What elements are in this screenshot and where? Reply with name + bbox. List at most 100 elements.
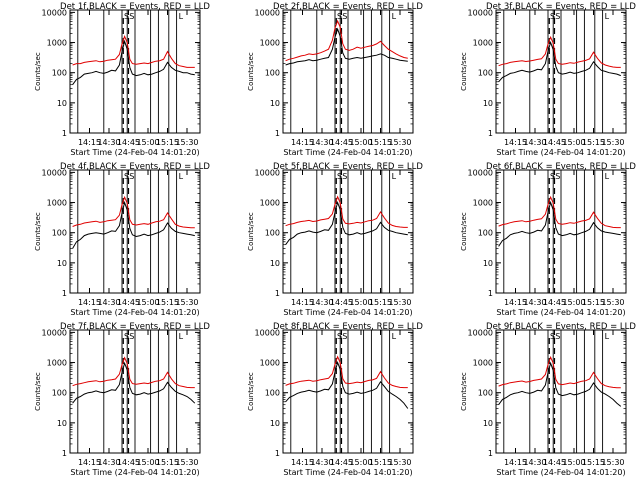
x-tick-label: 14:30: [523, 458, 546, 467]
marker-label: S: [129, 12, 134, 21]
y-tick-label: 100: [265, 389, 280, 398]
x-tick-label: 15:30: [175, 298, 198, 307]
y-axis-label: Counts/sec: [247, 212, 255, 251]
lld-series-line: [285, 195, 408, 228]
y-axis-label: Counts/sec: [460, 52, 468, 91]
y-tick-label: 10000: [42, 168, 67, 177]
x-axis-label: Start Time (24-Feb-04 14:01:20): [70, 148, 199, 157]
x-tick-label: 14:45: [330, 458, 353, 467]
marker-label: L: [392, 172, 397, 181]
y-tick-label: 1000: [473, 199, 493, 208]
lld-series-line: [498, 355, 621, 389]
marker-label: S: [124, 332, 129, 341]
detector-panel-4: 1 10 100 1000 10000 14:1514:3014:4515:0015:15…: [34, 162, 210, 317]
x-tick-label: 14:15: [504, 458, 527, 467]
x-tick-label: 15:30: [388, 138, 411, 147]
lld-series-line: [498, 35, 621, 68]
panel-title: Det 7f,BLACK = Events, RED = LLD: [60, 322, 210, 332]
events-series-line: [72, 39, 195, 85]
marker-label: L: [179, 172, 184, 181]
events-series-line: [498, 361, 622, 407]
y-tick-label: 10: [57, 99, 67, 108]
y-tick-label: 1: [275, 129, 280, 138]
y-tick-label: 10: [270, 99, 280, 108]
marker-label: L: [605, 172, 610, 181]
x-axis-label: Start Time (24-Feb-04 14:01:20): [70, 468, 199, 477]
y-axis-label: Counts/sec: [247, 372, 255, 411]
x-tick-label: 15:30: [601, 138, 624, 147]
panel-title: Det 9f,BLACK = Events, RED = LLD: [486, 322, 636, 332]
x-tick-label: 14:30: [523, 138, 546, 147]
x-tick-label: 14:45: [543, 458, 566, 467]
marker-label: S: [550, 172, 555, 181]
x-tick-label: 15:30: [388, 298, 411, 307]
events-series-line: [285, 200, 408, 245]
detector-panel-2: 1 10 100 1000 10000 14:1514:3014:4515:0015:15…: [247, 2, 423, 157]
y-tick-label: 10: [270, 259, 280, 268]
y-tick-label: 1000: [47, 199, 67, 208]
y-tick-label: 1000: [473, 359, 493, 368]
y-tick-label: 1000: [260, 359, 280, 368]
marker-label: S: [124, 12, 129, 21]
events-series-line: [72, 200, 195, 249]
y-tick-label: 1: [275, 289, 280, 298]
lld-series-line: [285, 355, 408, 389]
y-axis-label: Counts/sec: [34, 52, 42, 91]
x-tick-label: 15:30: [601, 298, 624, 307]
lld-series-line: [285, 19, 408, 62]
x-tick-label: 14:15: [78, 298, 101, 307]
y-tick-label: 1000: [47, 39, 67, 48]
y-tick-label: 10000: [468, 168, 493, 177]
y-tick-label: 100: [478, 389, 493, 398]
events-series-line: [72, 361, 196, 404]
x-tick-label: 15:15: [582, 298, 605, 307]
x-tick-label: 15:00: [562, 458, 585, 467]
y-tick-label: 10000: [255, 328, 280, 337]
x-tick-label: 15:00: [349, 298, 372, 307]
x-axis-label: Start Time (24-Feb-04 14:01:20): [283, 468, 412, 477]
detector-panel-3: 1 10 100 1000 10000 14:1514:3014:4515:0015:15…: [460, 2, 636, 157]
marker-label: S: [342, 332, 347, 341]
x-tick-label: 14:45: [117, 458, 140, 467]
x-tick-label: 14:45: [543, 298, 566, 307]
x-tick-label: 14:15: [78, 138, 101, 147]
marker-label: S: [550, 332, 555, 341]
detector-panel-8: 1 10 100 1000 10000 14:1514:3014:4515:0015:15…: [247, 322, 423, 477]
y-tick-label: 10000: [255, 8, 280, 17]
x-tick-label: 15:00: [562, 298, 585, 307]
x-tick-label: 15:15: [369, 298, 392, 307]
marker-label: L: [392, 12, 397, 21]
x-axis-label: Start Time (24-Feb-04 14:01:20): [70, 308, 199, 317]
lld-series-line: [498, 195, 621, 229]
events-series-line: [498, 200, 621, 247]
detector-panel-1: 1 10 100 1000 10000 14:1514:3014:4515:0015:15…: [34, 2, 210, 157]
panel-title: Det 8f,BLACK = Events, RED = LLD: [273, 322, 423, 332]
x-axis-label: Start Time (24-Feb-04 14:01:20): [283, 308, 412, 317]
x-tick-label: 15:30: [388, 458, 411, 467]
marker-label: L: [179, 332, 184, 341]
x-axis-label: Start Time (24-Feb-04 14:01:20): [496, 148, 625, 157]
x-tick-label: 15:15: [156, 298, 179, 307]
detector-panel-9: 1 10 100 1000 10000 14:1514:3014:4515:0015:15…: [460, 322, 636, 477]
x-tick-label: 14:15: [78, 458, 101, 467]
y-tick-label: 100: [52, 389, 67, 398]
panel-title: Det 4f,BLACK = Events, RED = LLD: [60, 162, 210, 172]
detector-panel-7: 1 10 100 1000 10000 14:1514:3014:4515:0015:15…: [34, 322, 210, 477]
lld-series-line: [72, 35, 195, 68]
x-tick-label: 14:45: [543, 138, 566, 147]
x-tick-label: 14:45: [330, 298, 353, 307]
marker-label: S: [337, 12, 342, 21]
y-axis-label: Counts/sec: [34, 212, 42, 251]
panel-title: Det 2f,BLACK = Events, RED = LLD: [273, 2, 423, 12]
events-series-line: [285, 360, 409, 409]
x-tick-label: 14:15: [504, 298, 527, 307]
y-tick-label: 1: [275, 449, 280, 458]
x-tick-label: 15:30: [175, 138, 198, 147]
x-axis-label: Start Time (24-Feb-04 14:01:20): [283, 148, 412, 157]
y-tick-label: 100: [478, 69, 493, 78]
y-tick-label: 10: [483, 99, 493, 108]
y-tick-label: 10000: [255, 168, 280, 177]
y-tick-label: 10: [483, 419, 493, 428]
x-tick-label: 14:30: [523, 298, 546, 307]
